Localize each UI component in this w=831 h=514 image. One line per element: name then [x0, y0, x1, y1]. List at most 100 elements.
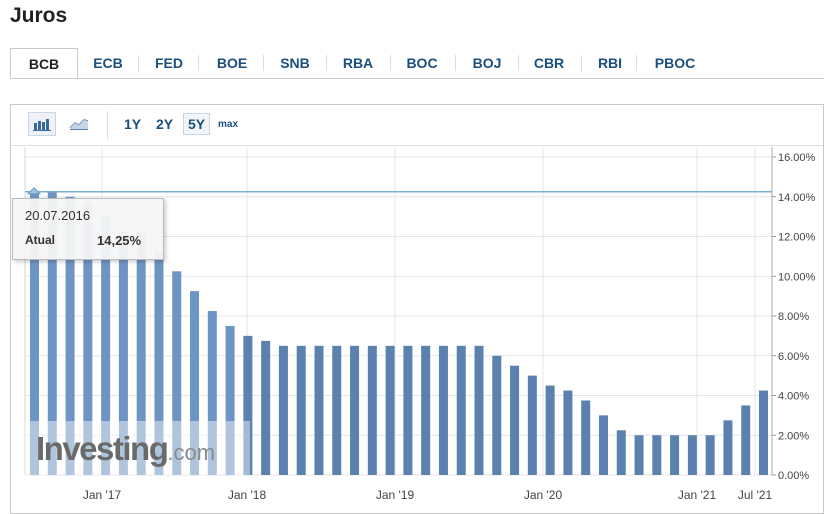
bar [634, 435, 644, 475]
x-tick-label: Jan '20 [524, 488, 563, 502]
bar-chart-icon[interactable] [28, 112, 56, 136]
central-bank-tabs: BCB ECB FED BOE SNB RBA BOC BOJ CBR RBI … [10, 48, 824, 79]
tab-separator [263, 55, 264, 71]
x-tick-label: Jan '17 [83, 488, 122, 502]
bar [545, 385, 555, 475]
tab-ecb[interactable]: ECB [93, 55, 123, 71]
line-chart-icon[interactable] [66, 112, 94, 136]
bar [47, 191, 57, 475]
bar [492, 355, 502, 475]
y-tick-label: 12.00% [778, 232, 816, 244]
hover-marker [26, 187, 42, 195]
bar [723, 420, 733, 475]
tab-separator [390, 55, 391, 71]
bar [367, 345, 377, 475]
bar [403, 345, 413, 475]
tooltip-value: 14,25% [97, 233, 142, 248]
tab-separator [518, 55, 519, 71]
tab-pboc[interactable]: PBOC [654, 55, 696, 71]
bar [705, 435, 715, 475]
y-tick-label: 16.00% [778, 152, 816, 164]
bar [314, 345, 324, 475]
y-tick-label: 10.00% [778, 271, 816, 283]
bar [83, 201, 93, 475]
bar [741, 405, 751, 475]
page-title: Juros [10, 4, 68, 27]
tab-separator [636, 55, 637, 71]
bar [598, 415, 608, 475]
bar [652, 435, 662, 475]
x-tick-label: Jul '21 [738, 488, 773, 502]
tab-boe[interactable]: BOE [216, 55, 248, 71]
x-tick-label: Jan '18 [228, 488, 267, 502]
y-axis-tick-labels: 0.00% 2.00% 4.00% 6.00% 8.00% 10.00% 12.00% 14.… [778, 152, 816, 482]
tooltip-date: 20.07.2016 [25, 208, 91, 223]
bar [190, 291, 200, 475]
rate-bar-chart: 0.00% 2.00% 4.00% 6.00% 8.00% 10.00% 12.00% 14.… [24, 147, 816, 502]
bar [296, 345, 306, 475]
bar [350, 345, 360, 475]
bar [154, 251, 164, 475]
tab-separator [198, 55, 199, 71]
bar [456, 345, 466, 475]
tab-boj[interactable]: BOJ [472, 55, 502, 71]
bar [527, 375, 537, 475]
chart-tooltip: 20.07.2016 Atual 14,25% [12, 198, 164, 260]
x-tick-label: Jan '19 [376, 488, 415, 502]
bars-layer [25, 191, 768, 475]
bar [30, 191, 39, 475]
tab-cbr[interactable]: CBR [533, 55, 565, 71]
bar [278, 345, 288, 475]
toolbar-separator [107, 111, 108, 139]
tab-boc[interactable]: BOC [406, 55, 438, 71]
bar [118, 231, 128, 475]
y-tick-label: 0.00% [778, 470, 809, 482]
bar [510, 365, 520, 475]
bar [581, 400, 591, 475]
bar [438, 345, 448, 475]
bar [243, 335, 253, 475]
investing-watermark: Investing.com [36, 430, 215, 468]
reference-line-layer [25, 187, 772, 195]
range-max-button[interactable]: max [218, 119, 239, 130]
tab-rbi[interactable]: RBI [597, 55, 623, 71]
y-tick-label: 8.00% [778, 311, 809, 323]
bar [421, 345, 431, 475]
x-tick-label: Jan '21 [678, 488, 717, 502]
y-tick-label: 6.00% [778, 351, 809, 363]
tab-snb[interactable]: SNB [280, 55, 310, 71]
bar [101, 216, 111, 475]
watermark-suffix: .com [167, 440, 216, 465]
bar [759, 390, 768, 475]
tab-separator [455, 55, 456, 71]
bar [385, 345, 395, 475]
bar [616, 430, 626, 475]
range-1y-button[interactable]: 1Y [124, 116, 142, 132]
tab-fed[interactable]: FED [155, 55, 183, 71]
tab-separator [326, 55, 327, 71]
tab-separator [581, 55, 582, 71]
chart-toolbar: 1Y 2Y 5Y max [11, 105, 823, 146]
y-tick-label: 14.00% [778, 192, 816, 204]
bar [563, 390, 573, 475]
bar [225, 325, 235, 475]
tab-bcb[interactable]: BCB [10, 48, 78, 78]
bar [136, 231, 146, 475]
bar [670, 435, 680, 475]
bar [261, 340, 271, 475]
bar [474, 345, 484, 475]
y-tick-label: 4.00% [778, 391, 809, 403]
bar [65, 196, 75, 475]
bar [172, 271, 182, 475]
bar [687, 435, 697, 475]
tab-separator [138, 55, 139, 71]
x-axis-tick-labels: Jan '17 Jan '18 Jan '19 Jan '20 Jan '21 Jul '… [83, 488, 773, 502]
watermark-backdrop [25, 421, 250, 475]
tab-rba[interactable]: RBA [342, 55, 374, 71]
y-tick-label: 2.00% [778, 430, 809, 442]
range-2y-button[interactable]: 2Y [156, 116, 174, 132]
bar [332, 345, 342, 475]
range-5y-button[interactable]: 5Y [183, 113, 211, 135]
tooltip-label: Atual [25, 233, 55, 247]
bar [207, 311, 217, 475]
